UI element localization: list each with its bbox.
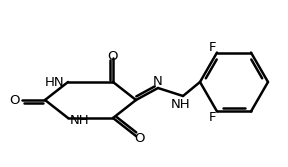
Text: F: F bbox=[209, 111, 217, 124]
Text: NH: NH bbox=[70, 114, 90, 126]
Text: O: O bbox=[135, 131, 145, 144]
Text: N: N bbox=[153, 74, 163, 88]
Text: HN: HN bbox=[44, 75, 64, 89]
Text: NH: NH bbox=[171, 99, 191, 112]
Text: F: F bbox=[209, 41, 217, 54]
Text: O: O bbox=[10, 94, 20, 107]
Text: O: O bbox=[108, 49, 118, 62]
